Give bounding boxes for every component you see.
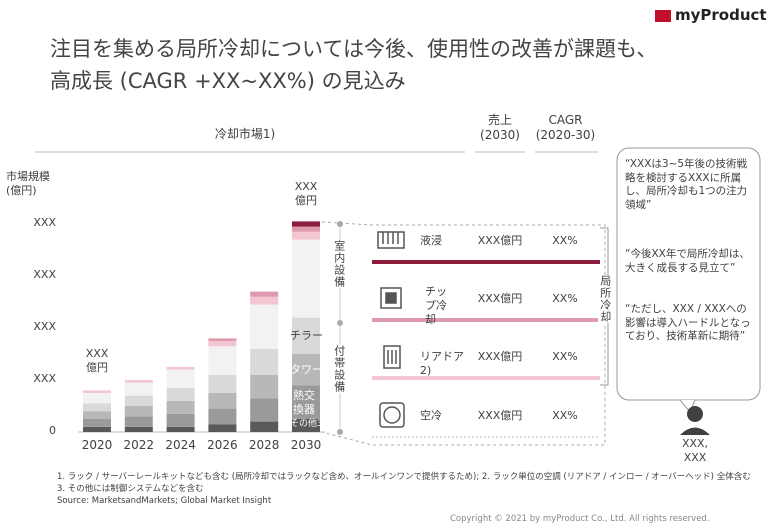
bar-segment — [124, 426, 153, 432]
bar-segment — [166, 367, 195, 370]
callout-frame — [321, 221, 606, 446]
bar-segment — [250, 421, 279, 432]
row-label: チップ冷却 — [425, 285, 447, 326]
title: 注目を集める局所冷却については今後、使用性の改善が課題も、 高成長 (CAGR … — [50, 37, 658, 93]
bar-segment — [83, 426, 111, 432]
group-label: 室内設備 — [332, 240, 346, 288]
quote: “XXXは3~5年後の技術戦略を検討するXXXに所属し、局所冷却も1つの注力領域… — [625, 158, 748, 211]
bar-segment — [292, 221, 320, 227]
bar-segment — [208, 424, 237, 432]
x-tick-label: 2028 — [248, 438, 280, 452]
y-tick-label: XXX — [33, 372, 56, 385]
bar-segment — [83, 403, 111, 412]
bar-segment — [292, 354, 320, 386]
segment-label: チラー — [290, 328, 323, 342]
copyright: Copyright © 2021 by myProduct Co., Ltd. … — [450, 514, 710, 524]
bar-segment — [166, 426, 195, 432]
bar-segment — [166, 400, 195, 414]
logo-icon — [655, 10, 671, 22]
bar-segment — [208, 393, 237, 409]
bar-segment — [124, 382, 153, 396]
group-label: 局所冷却 — [598, 275, 612, 323]
bar-segment — [83, 390, 111, 393]
group-dot — [337, 320, 343, 326]
cagr: XX% — [552, 409, 578, 422]
bar-segment — [166, 387, 195, 401]
cagr: XX% — [552, 234, 578, 247]
y-tick-label: XXX — [33, 268, 56, 281]
x-tick-label: 2030 — [290, 438, 322, 452]
row-label: リアドア2) — [420, 350, 464, 377]
bar-segment — [124, 380, 153, 383]
quote: “ただし、XXX / XXXへの影響は導入ハードルとなっており、技術革新に期待” — [625, 303, 751, 343]
bar-segment — [208, 374, 237, 393]
bar-segment — [250, 291, 279, 297]
bar-segment — [250, 296, 279, 305]
bar-segment — [292, 419, 320, 432]
icons — [377, 231, 405, 428]
bar-segment — [208, 408, 237, 425]
group-label: 付帯設備 — [332, 345, 346, 393]
cagr: XX% — [552, 292, 578, 305]
bar-segment — [83, 419, 111, 427]
bar-segment — [292, 226, 320, 232]
column-header: CAGR (2020-30) — [535, 113, 596, 142]
row-label: 空冷 — [420, 409, 442, 422]
bar-segment — [83, 393, 111, 404]
x-tick-label: 2024 — [165, 438, 196, 452]
x-tick-label: 2022 — [123, 438, 155, 452]
bar-segment — [124, 416, 153, 427]
annotation: XXX 億円 — [85, 347, 109, 374]
bar-segment — [208, 338, 237, 341]
group-dot — [337, 429, 343, 435]
row-label: 液浸 — [420, 234, 442, 247]
y-tick-label: XXX — [33, 216, 56, 229]
annotation: XXX 億円 — [294, 180, 318, 207]
bar-segment — [208, 341, 237, 347]
quote: “今後XX年で局所冷却は、大きく成長する見立て” — [625, 248, 750, 274]
bar-segment — [250, 348, 279, 375]
segment-label: 熱交換器 — [293, 389, 315, 416]
bar-segment — [250, 374, 279, 399]
bar-segment — [292, 317, 320, 354]
footnote: 1. ラック / サーバーレールキットなども含む (局所冷却ではラックなど含め、… — [57, 472, 751, 482]
cagr: XX% — [552, 350, 578, 363]
segment-label: その他3) — [290, 418, 327, 429]
chart-title: 冷却市場1) — [214, 127, 276, 141]
bar-segment — [250, 304, 279, 349]
sales: XXX億円 — [477, 409, 523, 422]
person-icon — [687, 406, 703, 422]
footnote: Source: MarketsandMarkets; Global Market… — [57, 496, 272, 506]
bar-segment — [292, 231, 320, 240]
sales: XXX億円 — [477, 292, 523, 305]
sales: XXX億円 — [477, 350, 523, 363]
bar-segment — [208, 346, 237, 375]
bar-segment — [124, 395, 153, 406]
bar-segment — [166, 369, 195, 388]
sales: XXX億円 — [477, 234, 523, 247]
y-axis-label: 市場規模 (億円) — [6, 170, 50, 197]
column-header: 売上 (2030) — [480, 113, 520, 142]
group-dot — [337, 221, 343, 227]
y-tick-label: 0 — [49, 424, 56, 437]
bar-segment — [166, 413, 195, 427]
bar-segment — [292, 385, 320, 419]
x-tick-label: 2020 — [81, 438, 113, 452]
bar-segment — [83, 411, 111, 419]
footnote: 3. その他には制御システムなどを含む — [57, 484, 204, 494]
x-tick-label: 2026 — [207, 438, 238, 452]
bar-segment — [292, 239, 320, 318]
bar-segment — [250, 398, 279, 422]
y-tick-label: XXX — [33, 320, 56, 333]
segment-label: タワー — [290, 362, 323, 376]
person-icon — [680, 427, 710, 435]
speaker: XXX, XXX — [681, 437, 709, 464]
logo: myProduct — [675, 6, 767, 24]
bar-segment — [124, 406, 153, 417]
